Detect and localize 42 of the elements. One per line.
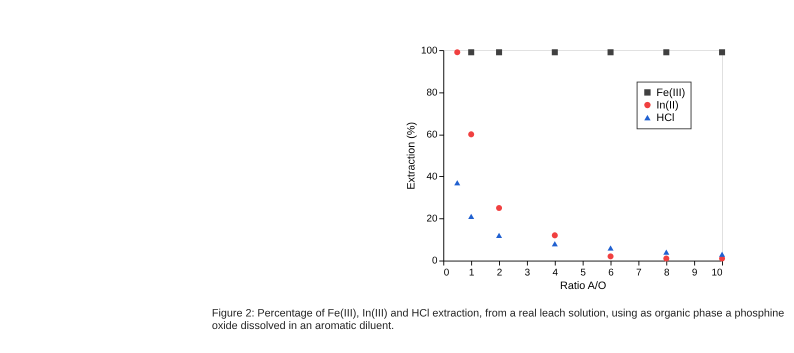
point <box>454 180 460 186</box>
x-tick-label: 0 <box>444 267 450 278</box>
point <box>552 49 558 56</box>
y-tick-label: 0 <box>432 256 438 267</box>
point <box>663 250 670 255</box>
x-tick-label: 8 <box>664 267 670 278</box>
point <box>496 204 502 211</box>
legend-label: Fe(III) <box>656 87 686 100</box>
point <box>468 49 474 56</box>
point <box>663 255 670 262</box>
caption: Figure 2: Percentage of Fe(III), In(III) and HCl extraction, from a real leach solution, using as organic phase a phosphine oxide dissolved in an aromatic diluent. <box>212 307 784 332</box>
y-tick-label: 20 <box>426 214 438 225</box>
point <box>454 49 460 56</box>
point <box>663 49 670 56</box>
x-tick-label: 1 <box>468 267 475 278</box>
x-tick-label: 7 <box>636 267 642 278</box>
y-tick-label: 100 <box>420 45 438 56</box>
point <box>496 232 502 238</box>
x-tick-label: 9 <box>692 267 698 278</box>
x-tick-label: 6 <box>608 267 614 278</box>
point <box>552 241 558 246</box>
point <box>468 131 474 138</box>
x-tick-label: 4 <box>552 267 559 278</box>
legend-label: HCl <box>656 112 674 124</box>
point <box>608 49 614 56</box>
x-tick-label: 3 <box>524 267 531 278</box>
y-axis-title: Extraction (%) <box>406 122 418 190</box>
point <box>608 253 614 260</box>
point <box>608 245 614 251</box>
legend-label: In(II) <box>656 100 679 112</box>
x-tick-label: 2 <box>496 267 502 278</box>
y-tick-label: 40 <box>426 172 438 183</box>
point <box>468 214 474 219</box>
point <box>719 252 726 257</box>
point <box>552 232 558 238</box>
y-tick-label: 80 <box>426 87 438 98</box>
x-axis-title: Ratio A/O <box>560 280 606 292</box>
point <box>496 49 502 56</box>
x-tick-label: 5 <box>580 267 586 278</box>
point <box>719 49 726 56</box>
y-tick-label: 60 <box>426 129 438 140</box>
x-tick-label: 10 <box>712 267 724 278</box>
